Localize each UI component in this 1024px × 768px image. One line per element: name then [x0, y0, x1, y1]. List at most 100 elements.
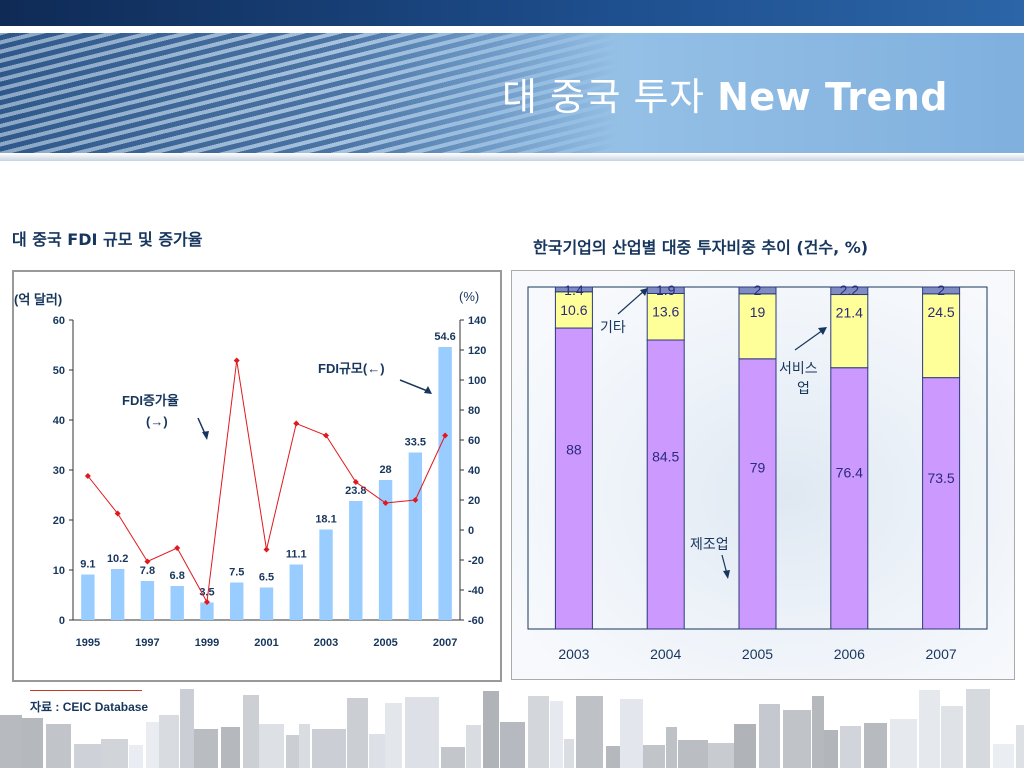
fdi-bar-label: 9.1 [80, 559, 95, 571]
service-bar-segment [830, 294, 869, 369]
fdi-bar [259, 587, 274, 620]
other-annotation: 기타 [600, 319, 626, 335]
service-bar-segment [738, 293, 777, 360]
fdi-bar [289, 564, 303, 620]
other-arrow-head [640, 288, 648, 296]
fdi-bar-label: 10.2 [107, 553, 128, 565]
manufacturing-share-label: 84.5 [652, 448, 679, 464]
service-share-label: 10.6 [560, 302, 587, 318]
fdi-bar-label: 23.8 [345, 485, 366, 497]
service-share-label: 21.4 [836, 305, 863, 321]
growth-rate-point [382, 500, 389, 506]
manufacturing-share-label: 73.5 [927, 470, 954, 486]
service-bar-segment [646, 292, 685, 341]
left-y-tick-label: 0 [59, 615, 65, 627]
fdi-bar [230, 582, 244, 620]
year-label: 2003 [558, 646, 589, 662]
x-tick-label: 2005 [373, 637, 397, 649]
manufacturing-bar-segment [646, 339, 685, 630]
x-tick-label: 1995 [76, 637, 100, 649]
service-annotation-line2: 업 [797, 380, 810, 396]
header-banner [0, 33, 1024, 159]
fdi-bar [378, 480, 393, 620]
right-y-tick-label: 60 [468, 435, 480, 447]
year-label: 2007 [926, 646, 957, 662]
growth-rate-point [323, 432, 330, 439]
growth-rate-point [174, 545, 181, 551]
source-divider [30, 690, 142, 691]
manufacturing-bar-segment [922, 377, 961, 630]
right-axis-unit: (%) [459, 289, 479, 304]
x-tick-label: 1999 [195, 637, 219, 649]
fdi-growth-annotation: FDI증가율 [122, 393, 179, 408]
service-annotation: 서비스 [779, 360, 818, 376]
left-y-tick-label: 40 [53, 415, 65, 427]
growth-rate-point [114, 510, 121, 517]
top-bar [0, 0, 1024, 26]
fdi-bar-label: 6.8 [170, 570, 185, 582]
x-tick-label: 1997 [135, 637, 159, 649]
growth-rate-point [144, 558, 151, 565]
other-share-label: 2.2 [840, 282, 860, 298]
growth-rate-point [442, 432, 449, 439]
other-arrow-line [617, 290, 645, 315]
fdi-bar-label: 7.8 [140, 565, 155, 577]
right-y-tick-label: 140 [468, 315, 486, 327]
fdi-bar [438, 347, 452, 620]
fdi-bar-label: 18.1 [315, 514, 336, 526]
left-y-tick-label: 50 [53, 365, 65, 377]
fdi-bar-label: 7.5 [229, 567, 244, 579]
left-y-tick-label: 60 [53, 315, 65, 327]
fdi-bar-label: 54.6 [434, 331, 455, 343]
manufacturing-bar-segment [830, 367, 869, 630]
manufacturing-share-label: 88 [566, 441, 582, 457]
banner-divider [0, 153, 1024, 161]
right-y-tick-label: 80 [468, 405, 480, 417]
fdi-bar [349, 501, 363, 620]
other-share-label: 1.4 [564, 282, 584, 298]
fdi-bar-label: 6.5 [259, 572, 274, 584]
other-share-label: 1.9 [656, 282, 676, 298]
x-tick-label: 2001 [254, 637, 278, 649]
fdi-growth-arrow-head [202, 431, 209, 440]
manufacturing-bar-segment [554, 327, 593, 630]
growth-rate-point [263, 546, 270, 553]
manufacturing-annotation: 제조업 [690, 536, 729, 552]
skyline-buildings [0, 689, 1024, 768]
city-skyline-decoration [0, 689, 1024, 768]
fdi-bar [81, 574, 95, 620]
right-y-tick-label: 40 [468, 465, 480, 477]
right-y-tick-label: 120 [468, 345, 486, 357]
manufacturing-share-label: 76.4 [836, 464, 863, 480]
service-share-label: 13.6 [652, 303, 679, 319]
fdi-bar [170, 586, 184, 620]
fdi-size-annotation: FDI규모(←) [318, 361, 385, 376]
banner-texture [0, 33, 620, 159]
left-y-tick-label: 10 [53, 565, 65, 577]
manufacturing-share-label: 79 [750, 459, 766, 475]
fdi-bar-label: 33.5 [405, 437, 426, 449]
growth-rate-point [352, 479, 359, 485]
service-share-label: 24.5 [927, 304, 954, 320]
slide-title-english: New Trend [717, 75, 948, 119]
other-bar-segment [554, 286, 593, 293]
year-label: 2005 [742, 646, 773, 662]
slide-title: 대 중국 투자 New Trend [502, 66, 948, 121]
left-axis-unit: (억 달러) [14, 292, 62, 307]
other-share-label: 2 [754, 282, 762, 298]
other-bar-segment [738, 286, 777, 295]
fdi-bar [110, 569, 125, 620]
growth-rate-point [84, 473, 91, 479]
fdi-growth-annotation-arrow: (→) [146, 414, 168, 429]
x-tick-label: 2007 [433, 637, 457, 649]
left-y-tick-label: 20 [53, 515, 65, 527]
source-note: 자료 : CEIC Database [30, 700, 149, 714]
manufacturing-bar-segment [738, 358, 777, 630]
fdi-bar [140, 581, 155, 620]
right-y-tick-label: -60 [468, 615, 484, 627]
year-label: 2004 [650, 646, 681, 662]
manufacturing-arrow-head [723, 570, 730, 579]
growth-rate-point [412, 497, 419, 503]
